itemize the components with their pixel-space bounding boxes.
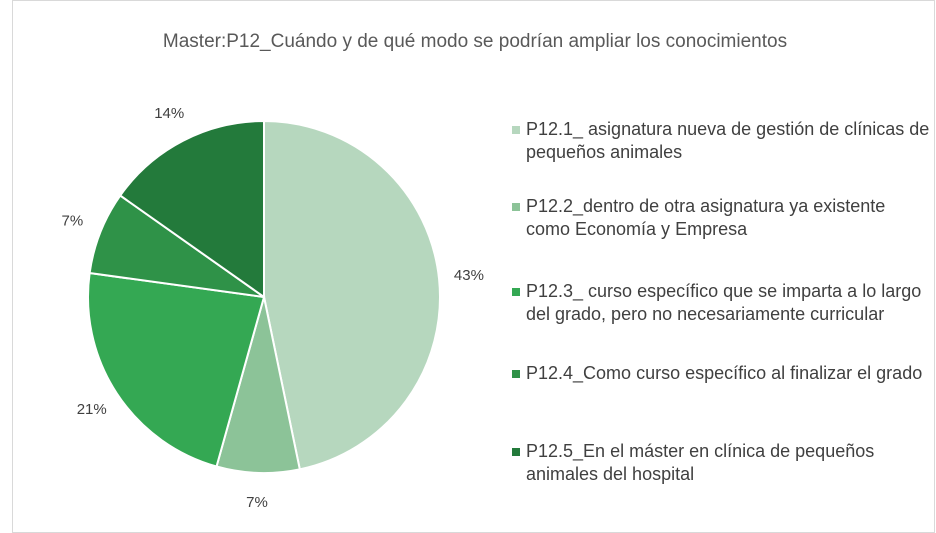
pie-slice: [118, 119, 265, 299]
legend-swatch: [512, 126, 520, 134]
legend-label: P12.1_ asignatura nueva de gestión de cl…: [526, 119, 930, 162]
legend-entry: P12.1_ asignatura nueva de gestión de cl…: [512, 118, 930, 164]
data-label: 7%: [246, 494, 268, 511]
legend-label: P12.4_Como curso específico al finalizar…: [526, 363, 923, 383]
legend-swatch: [512, 448, 520, 456]
legend-entry: P12.5_En el máster en clínica de pequeño…: [512, 440, 930, 486]
legend-entry: P12.3_ curso específico que se imparta a…: [512, 280, 930, 326]
legend-entry: P12.4_Como curso específico al finalizar…: [512, 362, 930, 385]
pie-slice: [263, 119, 441, 471]
legend-label: P12.5_En el máster en clínica de pequeño…: [526, 441, 875, 484]
legend-swatch: [512, 288, 520, 296]
pie-slice: [87, 271, 266, 468]
legend-label: P12.3_ curso específico que se imparta a…: [526, 281, 922, 324]
data-label: 14%: [154, 105, 184, 122]
data-label: 7%: [62, 212, 84, 229]
legend-swatch: [512, 203, 520, 211]
legend-entry: P12.2_dentro de otra asignatura ya exist…: [512, 195, 930, 241]
data-label: 43%: [454, 267, 484, 284]
legend-swatch: [512, 370, 520, 378]
data-label: 21%: [77, 401, 107, 418]
legend-label: P12.2_dentro de otra asignatura ya exist…: [526, 196, 886, 239]
chart-title: Master:P12_Cuándo y de qué modo se podrí…: [162, 31, 788, 52]
